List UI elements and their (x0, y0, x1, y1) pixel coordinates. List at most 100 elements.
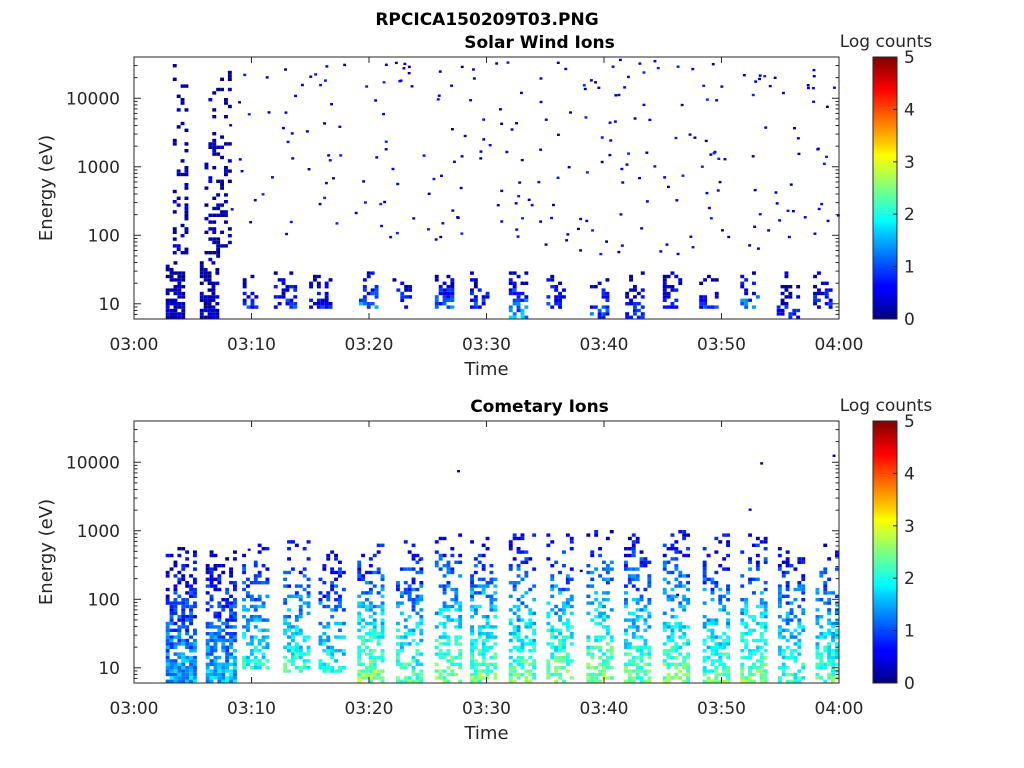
colorbar-gradient (872, 56, 898, 320)
spectrogram-cell (169, 274, 174, 279)
spectrogram-cell (446, 285, 451, 289)
spectrogram-cell (586, 635, 591, 639)
spectrogram-cell (608, 121, 612, 124)
spectrogram-cell (446, 291, 451, 296)
spectrogram-cell (169, 298, 174, 302)
spectrogram-cell (293, 288, 298, 292)
spectrogram-cell (173, 611, 178, 615)
spectrogram-cell (759, 621, 764, 626)
spectrogram-cell (374, 99, 378, 102)
spectrogram-cell (508, 581, 513, 585)
spectrogram-cell (357, 615, 362, 619)
spectrogram-cell (199, 291, 204, 296)
spectrogram-cell (227, 70, 232, 75)
spectrogram-cell (703, 298, 707, 302)
spectrogram-cell (662, 298, 667, 302)
spectrogram-cell (362, 180, 366, 183)
spectrogram-cell (597, 86, 601, 89)
spectrogram-cell (554, 604, 559, 609)
spectrogram-cell (442, 564, 447, 568)
spectrogram-cell (407, 584, 412, 588)
spectrogram-cell (777, 591, 782, 595)
spectrogram-cell (408, 295, 412, 299)
spectrogram-cell (699, 298, 704, 302)
spectrogram-cell (165, 601, 170, 605)
spectrogram-cell (718, 598, 723, 602)
spectrogram-cell (225, 638, 230, 643)
spectrogram-cell (205, 567, 210, 571)
spectrogram-cell (528, 625, 533, 629)
spectrogram-cell (565, 577, 570, 581)
spectrogram-cell (458, 608, 463, 612)
spectrogram-cell (759, 662, 764, 666)
spectrogram-cell (458, 615, 463, 619)
spectrogram-cell (380, 625, 385, 629)
spectrogram-cell (797, 560, 802, 564)
spectrogram-cells (165, 58, 840, 319)
spectrogram-cell (546, 295, 551, 299)
spectrogram-cell (372, 553, 377, 558)
spectrogram-cell (631, 533, 636, 537)
spectrogram-cell (744, 288, 749, 292)
spectrogram-cell (253, 560, 258, 564)
spectrogram-cell (512, 632, 517, 636)
spectrogram-cell (470, 598, 474, 602)
spectrogram-cell (216, 244, 221, 248)
spectrogram-cell (590, 676, 595, 680)
spectrogram-cell (662, 564, 667, 568)
spectrogram-cell (755, 567, 760, 571)
spectrogram-cell (316, 281, 321, 285)
spectrogram-cell (755, 669, 760, 673)
spectrogram-cell (785, 655, 790, 660)
spectrogram-cell (611, 65, 615, 68)
spectrogram-cell (434, 676, 439, 680)
spectrogram-cell (208, 227, 213, 231)
spectrogram-cell (473, 285, 478, 289)
spectrogram-cell (815, 618, 820, 622)
spectrogram-cell (789, 608, 794, 612)
spectrogram-cell (294, 94, 297, 98)
spectrogram-cell (546, 642, 551, 646)
spectrogram-cell (682, 625, 687, 629)
spectrogram-cell (287, 621, 291, 626)
spectrogram-cell (558, 608, 562, 612)
spectrogram-cell (165, 305, 170, 309)
spectrogram-cell (407, 642, 412, 646)
spectrogram-cell (309, 305, 313, 309)
spectrogram-cell (797, 642, 802, 646)
spectrogram-cell (759, 625, 764, 629)
spectrogram-cell (565, 574, 570, 578)
spectrogram-cell (777, 594, 782, 598)
spectrogram-cell (717, 157, 721, 160)
spectrogram-cell (411, 632, 416, 636)
spectrogram-cell (212, 230, 217, 234)
spectrogram-cell (785, 615, 790, 619)
spectrogram-cell (250, 291, 255, 296)
spectrogram-cell (440, 174, 443, 177)
spectrogram-cell (712, 152, 716, 155)
spectrogram-cell (678, 601, 683, 605)
spectrogram-cell (516, 536, 521, 541)
spectrogram-cell (215, 308, 220, 313)
spectrogram-cell (224, 244, 228, 248)
spectrogram-cell (598, 635, 602, 639)
spectrogram-cell (470, 645, 474, 649)
spectrogram-cell (740, 274, 745, 279)
spectrogram-cell (294, 584, 299, 588)
spectrogram-cell (205, 584, 210, 588)
spectrogram-cell (686, 655, 690, 660)
spectrogram-cell (710, 591, 715, 595)
spectrogram-cell (368, 632, 373, 636)
spectrogram-cell (627, 547, 632, 551)
y-tick-label: 10000 (66, 453, 120, 473)
spectrogram-cell (674, 584, 679, 588)
spectrogram-cell (512, 288, 517, 292)
spectrogram-cell (624, 584, 628, 588)
spectrogram-cell (562, 655, 566, 660)
spectrogram-cell (434, 274, 439, 279)
spectrogram-cell (253, 199, 257, 202)
spectrogram-cell (670, 533, 675, 537)
spectrogram-cell (539, 77, 543, 80)
spectrogram-cell (518, 181, 522, 184)
spectrogram-cell (832, 454, 836, 457)
